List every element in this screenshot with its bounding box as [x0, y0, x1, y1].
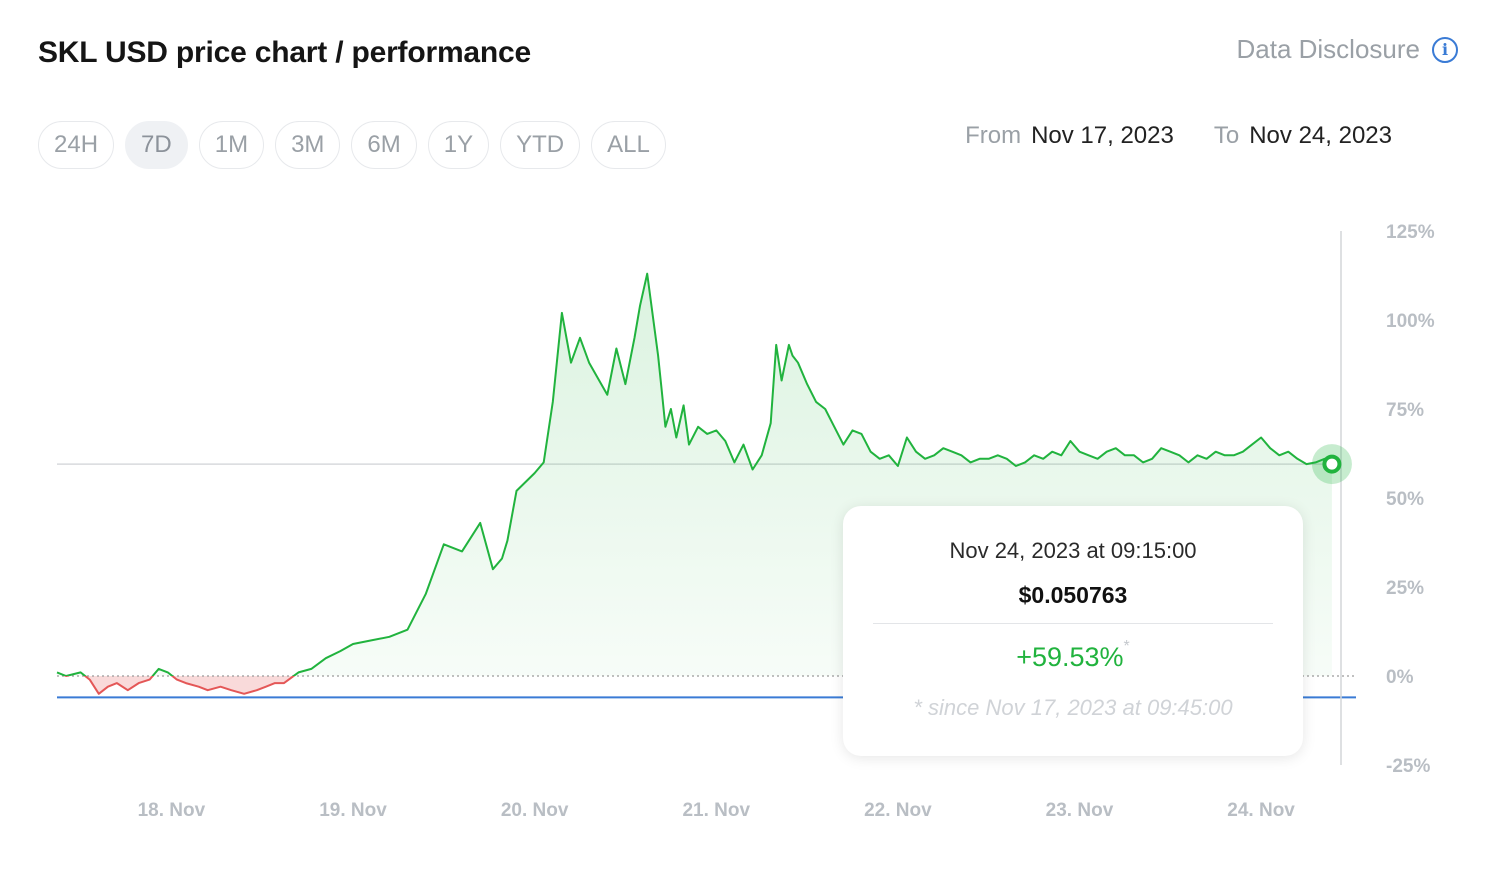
y-tick-label: 75%	[1386, 400, 1424, 421]
data-disclosure-label: Data Disclosure	[1236, 34, 1420, 64]
range-button-all[interactable]: ALL	[591, 121, 666, 169]
x-tick-label: 23. Nov	[1046, 800, 1114, 821]
range-button-1y[interactable]: 1Y	[427, 121, 490, 169]
y-tick-label: 125%	[1386, 222, 1435, 243]
x-tick-label: 19. Nov	[319, 800, 387, 821]
tooltip-since: * since Nov 17, 2023 at 09:45:00	[913, 695, 1233, 720]
x-tick-label: 22. Nov	[864, 800, 932, 821]
range-button-7d[interactable]: 7D	[125, 121, 188, 169]
range-selector: 24H 7D 1M 3M 6M 1Y YTD ALL	[38, 121, 666, 169]
x-tick-label: 21. Nov	[682, 800, 750, 821]
range-button-3m[interactable]: 3M	[275, 121, 341, 169]
tooltip-divider	[873, 623, 1273, 624]
from-date[interactable]: Nov 17, 2023	[1031, 122, 1174, 149]
to-date[interactable]: Nov 24, 2023	[1249, 122, 1392, 149]
range-button-6m[interactable]: 6M	[351, 121, 417, 169]
to-label: To	[1213, 122, 1240, 149]
y-tick-label: 25%	[1386, 578, 1424, 599]
x-tick-label: 24. Nov	[1227, 800, 1295, 821]
y-tick-label: 50%	[1386, 489, 1424, 510]
y-tick-label: -25%	[1386, 756, 1430, 777]
price-line-positive	[56, 272, 1333, 676]
tooltip-change-marker: *	[1123, 638, 1130, 655]
y-tick-label: 0%	[1386, 667, 1414, 688]
range-button-ytd[interactable]: YTD	[500, 121, 581, 169]
tooltip-change: +59.53%*	[843, 638, 1303, 673]
range-button-1m[interactable]: 1M	[198, 121, 265, 169]
date-range: From Nov 17, 2023 To Nov 24, 2023	[965, 122, 1392, 150]
data-disclosure-link[interactable]: Data Disclosure i	[1236, 34, 1458, 65]
info-icon[interactable]: i	[1432, 36, 1458, 63]
page-title: SKL USD price chart / performance	[38, 36, 531, 69]
from-label: From	[965, 122, 1022, 149]
hover-marker	[1322, 454, 1342, 474]
tooltip-change-value: +59.53%	[1016, 642, 1124, 672]
negative-area	[57, 676, 1332, 694]
y-tick-label: 100%	[1386, 311, 1435, 332]
x-tick-label: 18. Nov	[138, 800, 206, 821]
tooltip-datetime: Nov 24, 2023 at 09:15:00	[949, 538, 1197, 563]
tooltip-price: $0.050763	[1018, 582, 1128, 608]
price-tooltip: Nov 24, 2023 at 09:15:00 $0.050763 +59.5…	[843, 506, 1303, 756]
price-line-negative	[63, 676, 296, 695]
range-button-24h[interactable]: 24H	[38, 121, 115, 169]
x-tick-label: 20. Nov	[501, 800, 569, 821]
